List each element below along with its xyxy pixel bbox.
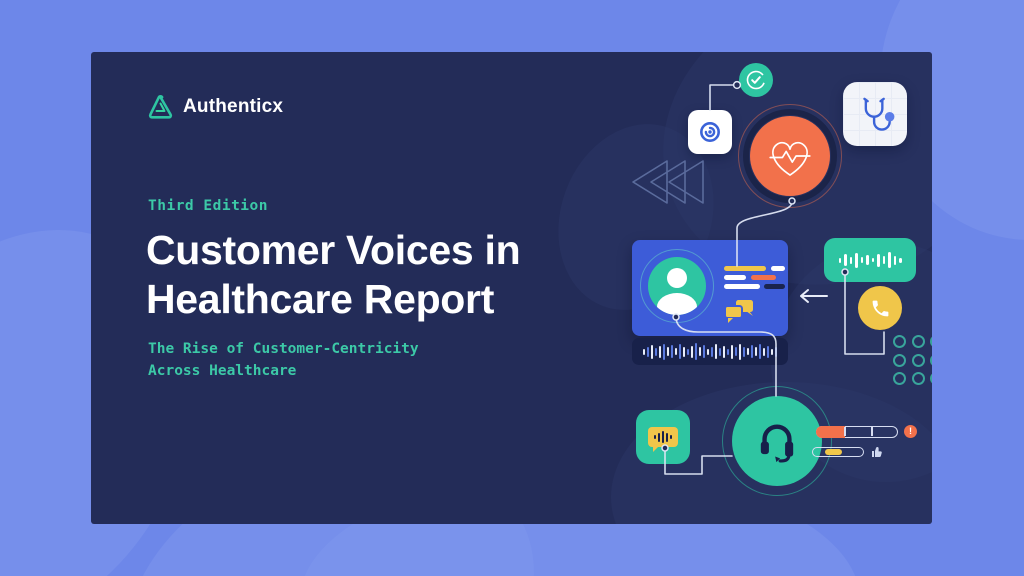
rating-bar-fill: [815, 425, 845, 438]
rewind-triangles-icon: [631, 158, 707, 206]
alert-icon: !: [904, 425, 917, 438]
report-title-line2: Healthcare Report: [146, 276, 495, 322]
dots-grid: [893, 335, 932, 391]
profile-text-line: [751, 275, 776, 280]
profile-text-line: [724, 284, 760, 289]
headset-icon: [732, 396, 822, 486]
profile-text-line: [764, 284, 785, 289]
phone-icon: [858, 286, 902, 330]
profile-text-line: [771, 266, 785, 271]
chat-bubbles-icon: [724, 300, 753, 323]
report-title: Customer Voices in Healthcare Report: [146, 226, 521, 324]
voice-bubble: [648, 427, 678, 452]
brand-name: Authenticx: [183, 95, 284, 117]
voice-message-icon: [636, 410, 690, 464]
report-cover-card: Authenticx Third Edition Customer Voices…: [91, 52, 932, 524]
heart-pulse-icon: [738, 104, 842, 208]
rating-bar-negative: [815, 425, 898, 438]
user-avatar-icon: [648, 257, 706, 315]
heart-circle: [750, 116, 830, 196]
stethoscope-icon: [843, 82, 907, 146]
report-subtitle-line2: Across Healthcare: [148, 362, 297, 379]
report-subtitle: The Rise of Customer-Centricity Across H…: [148, 339, 419, 382]
profile-text-line: [724, 266, 766, 271]
audio-waveform-icon: [632, 338, 788, 365]
check-badge-icon: [739, 63, 773, 97]
report-title-line1: Customer Voices in: [146, 227, 521, 273]
voice-waveform-badge-icon: [824, 238, 916, 282]
authenticx-logo-icon: [148, 95, 173, 119]
left-arrow-icon: [796, 288, 830, 304]
patient-profile-card: [632, 240, 788, 336]
report-subtitle-line1: The Rise of Customer-Centricity: [148, 341, 419, 357]
rating-bar-fill: [825, 448, 842, 455]
headset-ring: [722, 386, 832, 496]
spiral-icon: [688, 110, 732, 154]
profile-text-line: [724, 275, 746, 280]
thumbs-up-icon: [871, 445, 883, 457]
rating-bar-positive: [812, 447, 864, 457]
brand-logo: Authenticx: [147, 94, 283, 119]
edition-eyebrow: Third Edition: [148, 198, 268, 214]
